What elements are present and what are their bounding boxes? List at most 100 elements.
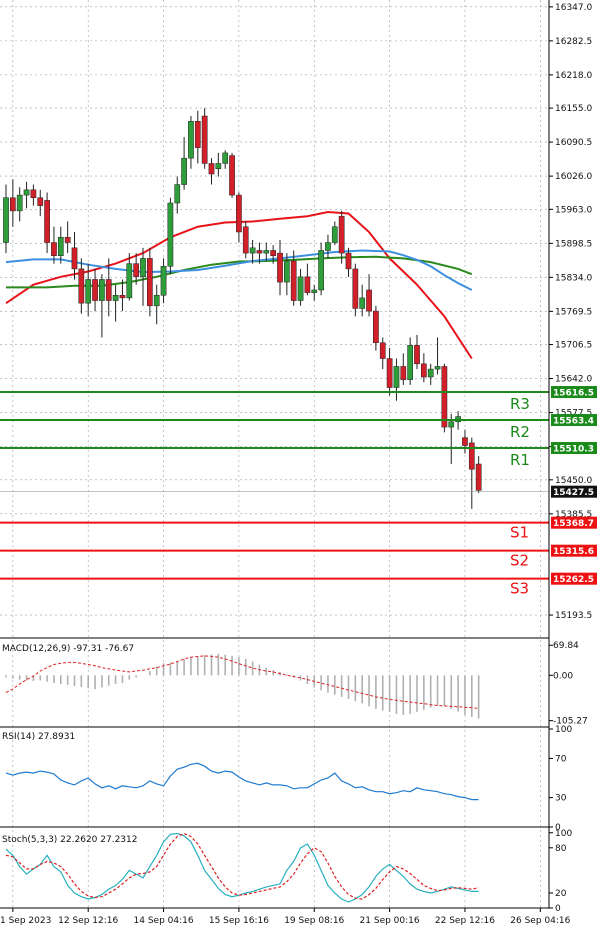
candle-body — [153, 295, 160, 307]
macd-y-tick-label: 0.00 — [553, 671, 573, 681]
macd-y-tick-label: 69.84 — [553, 641, 579, 651]
candle-body — [64, 237, 71, 243]
y-tick-label: 15193.5 — [555, 611, 592, 621]
candle-body — [475, 463, 482, 491]
candle-body — [44, 200, 50, 243]
candle-body — [147, 258, 153, 307]
candle-body — [242, 226, 249, 254]
candle-body — [222, 152, 229, 164]
candle-body — [366, 289, 372, 312]
candle-body — [393, 366, 400, 388]
pivot-label-r2: R2 — [510, 423, 530, 441]
candle-body — [126, 263, 133, 299]
pivot-badge-value: 15262.5 — [553, 575, 594, 585]
candle-body — [167, 202, 174, 267]
rsi-y-tick-label: 30 — [555, 794, 567, 804]
candle-body — [3, 197, 9, 243]
candle-body — [236, 194, 242, 233]
macd-title: MACD(12,26,9) -97.31 -76.67 — [2, 644, 134, 654]
y-tick-label: 16090.5 — [555, 138, 592, 148]
y-tick-label: 15577.5 — [555, 409, 592, 419]
candle-body — [174, 184, 181, 204]
pivot-label-r3: R3 — [510, 395, 530, 413]
candle-body — [311, 289, 318, 293]
candle-body — [331, 226, 338, 243]
candle-body — [386, 358, 393, 388]
candle-body — [119, 295, 126, 299]
candle-body — [462, 437, 468, 446]
candle-body — [160, 266, 167, 296]
y-tick-label: 15385.5 — [555, 510, 592, 520]
rsi-title: RSI(14) 27.8931 — [2, 732, 75, 742]
stoch-y-tick-label: 20 — [555, 889, 567, 899]
candle-body — [16, 194, 23, 212]
candle-body — [379, 342, 386, 359]
candle-body — [229, 155, 235, 196]
pivot-badge-r1 — [551, 442, 597, 455]
candle-body — [263, 250, 270, 254]
candle-body — [338, 215, 345, 254]
stoch-y-tick-label: 80 — [555, 844, 567, 854]
candle-body — [441, 366, 448, 428]
y-tick-label: 16026.0 — [555, 172, 592, 182]
candle-body — [290, 260, 297, 301]
pivot-badge-value: 15563.4 — [553, 417, 594, 427]
candle-body — [318, 250, 324, 291]
candle-body — [133, 263, 140, 278]
x-tick-label: 22 Sep 12:16 — [435, 916, 495, 926]
y-tick-label: 16218.0 — [555, 71, 592, 81]
candle-body — [10, 197, 16, 212]
candle-body — [421, 363, 427, 378]
candle-body — [325, 242, 331, 251]
pivot-badge-value: 15616.5 — [553, 389, 594, 399]
pivot-label-s3: S3 — [510, 580, 529, 598]
candle-body — [215, 163, 222, 169]
candle-body — [92, 279, 98, 301]
candle-body — [284, 260, 290, 283]
y-tick-label: 15963.0 — [555, 205, 592, 215]
macd-y-tick-label: -105.27 — [553, 717, 588, 727]
candle-body — [407, 345, 413, 380]
candle-body — [256, 250, 263, 254]
candle-body — [352, 268, 359, 309]
candle-body — [105, 279, 112, 301]
candle-body — [112, 295, 119, 301]
candle-body — [30, 189, 37, 198]
candle-body — [208, 163, 215, 175]
x-tick-label: 19 Sep 08:16 — [284, 916, 344, 926]
y-tick-label: 15450.0 — [555, 476, 592, 486]
pivot-badge-value: 15510.3 — [553, 445, 594, 455]
stoch-y-tick-label: 0 — [555, 904, 561, 914]
pivot-badge-value: 15315.6 — [553, 547, 594, 557]
rsi-panel: RSI(14) 27.8931 — [2, 732, 479, 801]
pivot-badge-r2 — [551, 414, 597, 427]
last-price-value: 15427.5 — [553, 488, 594, 498]
rsi-y-tick-label: 100 — [555, 725, 572, 735]
candle-body — [249, 247, 256, 254]
pivot-badge-s2 — [551, 544, 597, 557]
pivot-label-s2: S2 — [510, 552, 529, 570]
candle-body — [71, 247, 78, 270]
candle-body — [140, 258, 146, 278]
x-tick-label: 12 Sep 12:16 — [58, 916, 118, 926]
pivot-badge-s3 — [551, 572, 597, 585]
candle-body — [414, 345, 420, 365]
pivot-badge-value: 15368.7 — [553, 519, 594, 529]
y-tick-label: 15834.0 — [555, 273, 592, 283]
rsi-line — [5, 762, 479, 801]
candle-body — [85, 279, 92, 304]
x-tick-label: 21 Sep 00:16 — [360, 916, 420, 926]
candle-body — [400, 366, 407, 380]
candle-body — [434, 366, 441, 370]
candle-body — [373, 310, 379, 343]
x-tick-label: 14 Sep 04:16 — [134, 916, 194, 926]
x-tick-label: 15 Sep 16:16 — [209, 916, 269, 926]
x-tick-label: 26 Sep 04:16 — [510, 916, 570, 926]
grid-layer — [0, 0, 549, 908]
candle-body — [23, 189, 30, 196]
candle-body — [51, 242, 57, 256]
pivot-badge-s1 — [551, 516, 597, 529]
pivot-badge-r3 — [551, 386, 597, 399]
